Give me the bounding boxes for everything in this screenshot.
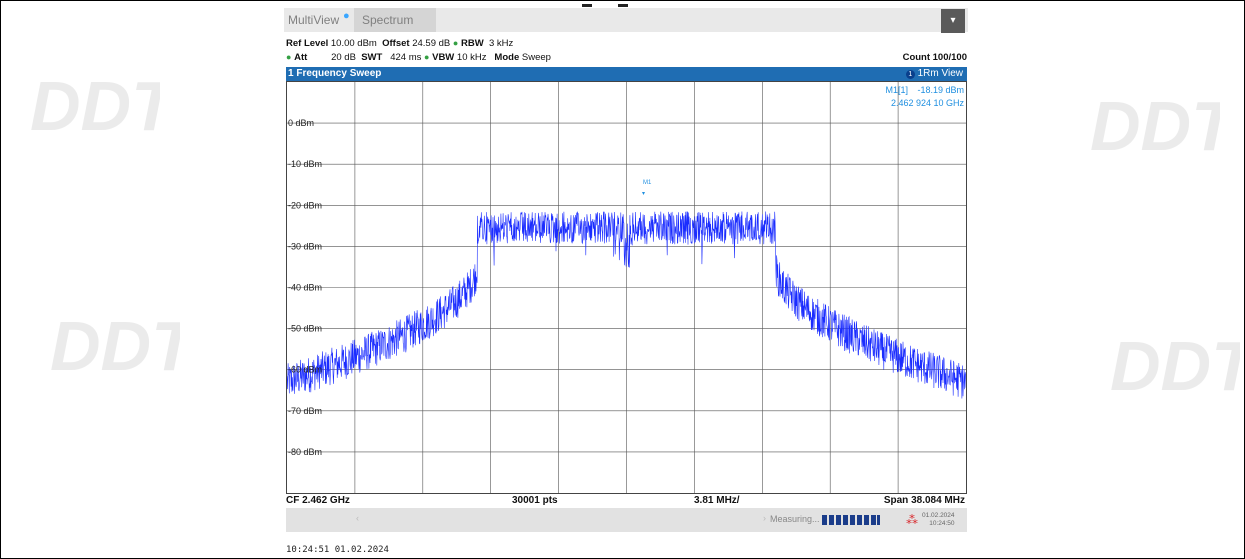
capture-timestamp: 10:24:51 01.02.2024 [286, 545, 389, 555]
y-axis-label: -80 dBm [288, 447, 322, 457]
mode-label: Mode [494, 52, 520, 63]
tab-active-dot: ● [343, 10, 350, 22]
coupled-dot-icon: ● [452, 38, 459, 48]
status-date: 01.02.2024 [922, 512, 955, 519]
top-marks [578, 0, 658, 8]
att-label: Att [294, 52, 308, 63]
param-row-1: Ref Level 10.00 dBm Offset 24.59 dB ● RB… [286, 38, 513, 49]
scroll-right-icon[interactable]: › [763, 513, 766, 523]
y-axis-label: -20 dBm [288, 200, 322, 210]
measuring-progress-bar [822, 515, 880, 525]
svg-text:DDT: DDT [30, 67, 160, 145]
vbw-value[interactable]: 10 kHz [456, 52, 487, 63]
watermark-logo: DDT [10, 40, 179, 150]
status-datetime: 01.02.2024 10:24:50 [922, 512, 955, 528]
att-value[interactable]: 20 dB [331, 52, 356, 63]
center-frequency[interactable]: CF 2.462 GHz [286, 495, 350, 506]
sweep-count: Count 100/100 [902, 52, 967, 63]
watermark-logo: DDT [1070, 60, 1239, 170]
coupled-dot-icon: ● [286, 52, 292, 62]
y-axis-label: 0 dBm [288, 118, 314, 128]
spectrum-plot-svg: 0 dBm -10 dBm -20 dBm -30 dBm -40 dBm -50 dBm… [286, 82, 967, 493]
rbw-value[interactable]: 3 kHz [488, 38, 514, 49]
marker-m1-label: M1 [643, 180, 652, 186]
ref-level-value[interactable]: 10.00 dBm [330, 38, 377, 49]
coupled-dot-icon: ● [424, 52, 430, 62]
trace-1 [286, 211, 967, 399]
vbw-label: VBW [432, 52, 455, 63]
trace-number-badge: 1 [905, 70, 915, 79]
trace-indicator[interactable]: 1 1Rm View [905, 67, 963, 81]
chevron-down-icon: ▾ [950, 15, 956, 26]
menu-dropdown-button[interactable]: ▾ [941, 9, 965, 33]
svg-text:DDT: DDT [1110, 327, 1240, 405]
swt-label: SWT [361, 52, 383, 63]
param-row-2: ● Att 20 dB SWT 424 ms ● VBW 10 kHz Mode… [286, 52, 967, 63]
ref-level-label: Ref Level [286, 38, 329, 49]
y-axis-label: -40 dBm [288, 283, 322, 293]
watermark-logo: DDT [30, 280, 199, 390]
status-bar: ‹ › Measuring... ⁂ 01.02.2024 10:24:50 [286, 508, 967, 532]
window-title: 1 Frequency Sweep [288, 68, 382, 79]
watermark-logo: DDT [1090, 300, 1245, 410]
y-axis-label: -10 dBm [288, 159, 322, 169]
y-axis-label: -30 dBm [288, 241, 322, 251]
status-time: 10:24:50 [929, 520, 955, 527]
rbw-label: RBW [460, 38, 484, 49]
marker-readout-label: M1[1] [885, 85, 908, 95]
y-axis-label: -60 dBm [288, 365, 322, 375]
offset-label: Offset [382, 38, 410, 49]
y-axis-label: -70 dBm [288, 406, 322, 416]
y-axis-label: -50 dBm [288, 324, 322, 334]
scroll-left-icon[interactable]: ‹ [356, 513, 359, 523]
svg-text:DDT: DDT [50, 307, 180, 385]
sweep-points: 30001 pts [512, 495, 558, 506]
tab-spectrum[interactable]: Spectrum [354, 8, 436, 32]
marker-m1-triangle[interactable] [642, 192, 645, 195]
measuring-status: Measuring... [770, 514, 820, 524]
trace-mode-label: 1Rm View [917, 68, 963, 79]
marker-readout-frequency: 2.462 924 10 GHz [890, 98, 964, 108]
plot-footer: CF 2.462 GHz 30001 pts 3.81 MHz/ Span 38… [286, 494, 967, 508]
marker-readout-level: -18.19 dBm [917, 85, 964, 95]
window-header: 1 Frequency Sweep 1 1Rm View [286, 67, 967, 81]
network-alert-icon[interactable]: ⁂ [906, 513, 918, 527]
offset-value[interactable]: 24.59 dB [412, 38, 451, 49]
frequency-per-division: 3.81 MHz/ [694, 495, 740, 506]
spectrum-plot[interactable]: 0 dBm -10 dBm -20 dBm -30 dBm -40 dBm -50 dBm… [286, 81, 967, 494]
tab-multiview[interactable]: MultiView [288, 13, 340, 27]
svg-text:DDT: DDT [1090, 87, 1220, 165]
frequency-span[interactable]: Span 38.084 MHz [883, 495, 965, 506]
swt-value[interactable]: 424 ms [390, 52, 422, 63]
mode-value[interactable]: Sweep [521, 52, 551, 63]
